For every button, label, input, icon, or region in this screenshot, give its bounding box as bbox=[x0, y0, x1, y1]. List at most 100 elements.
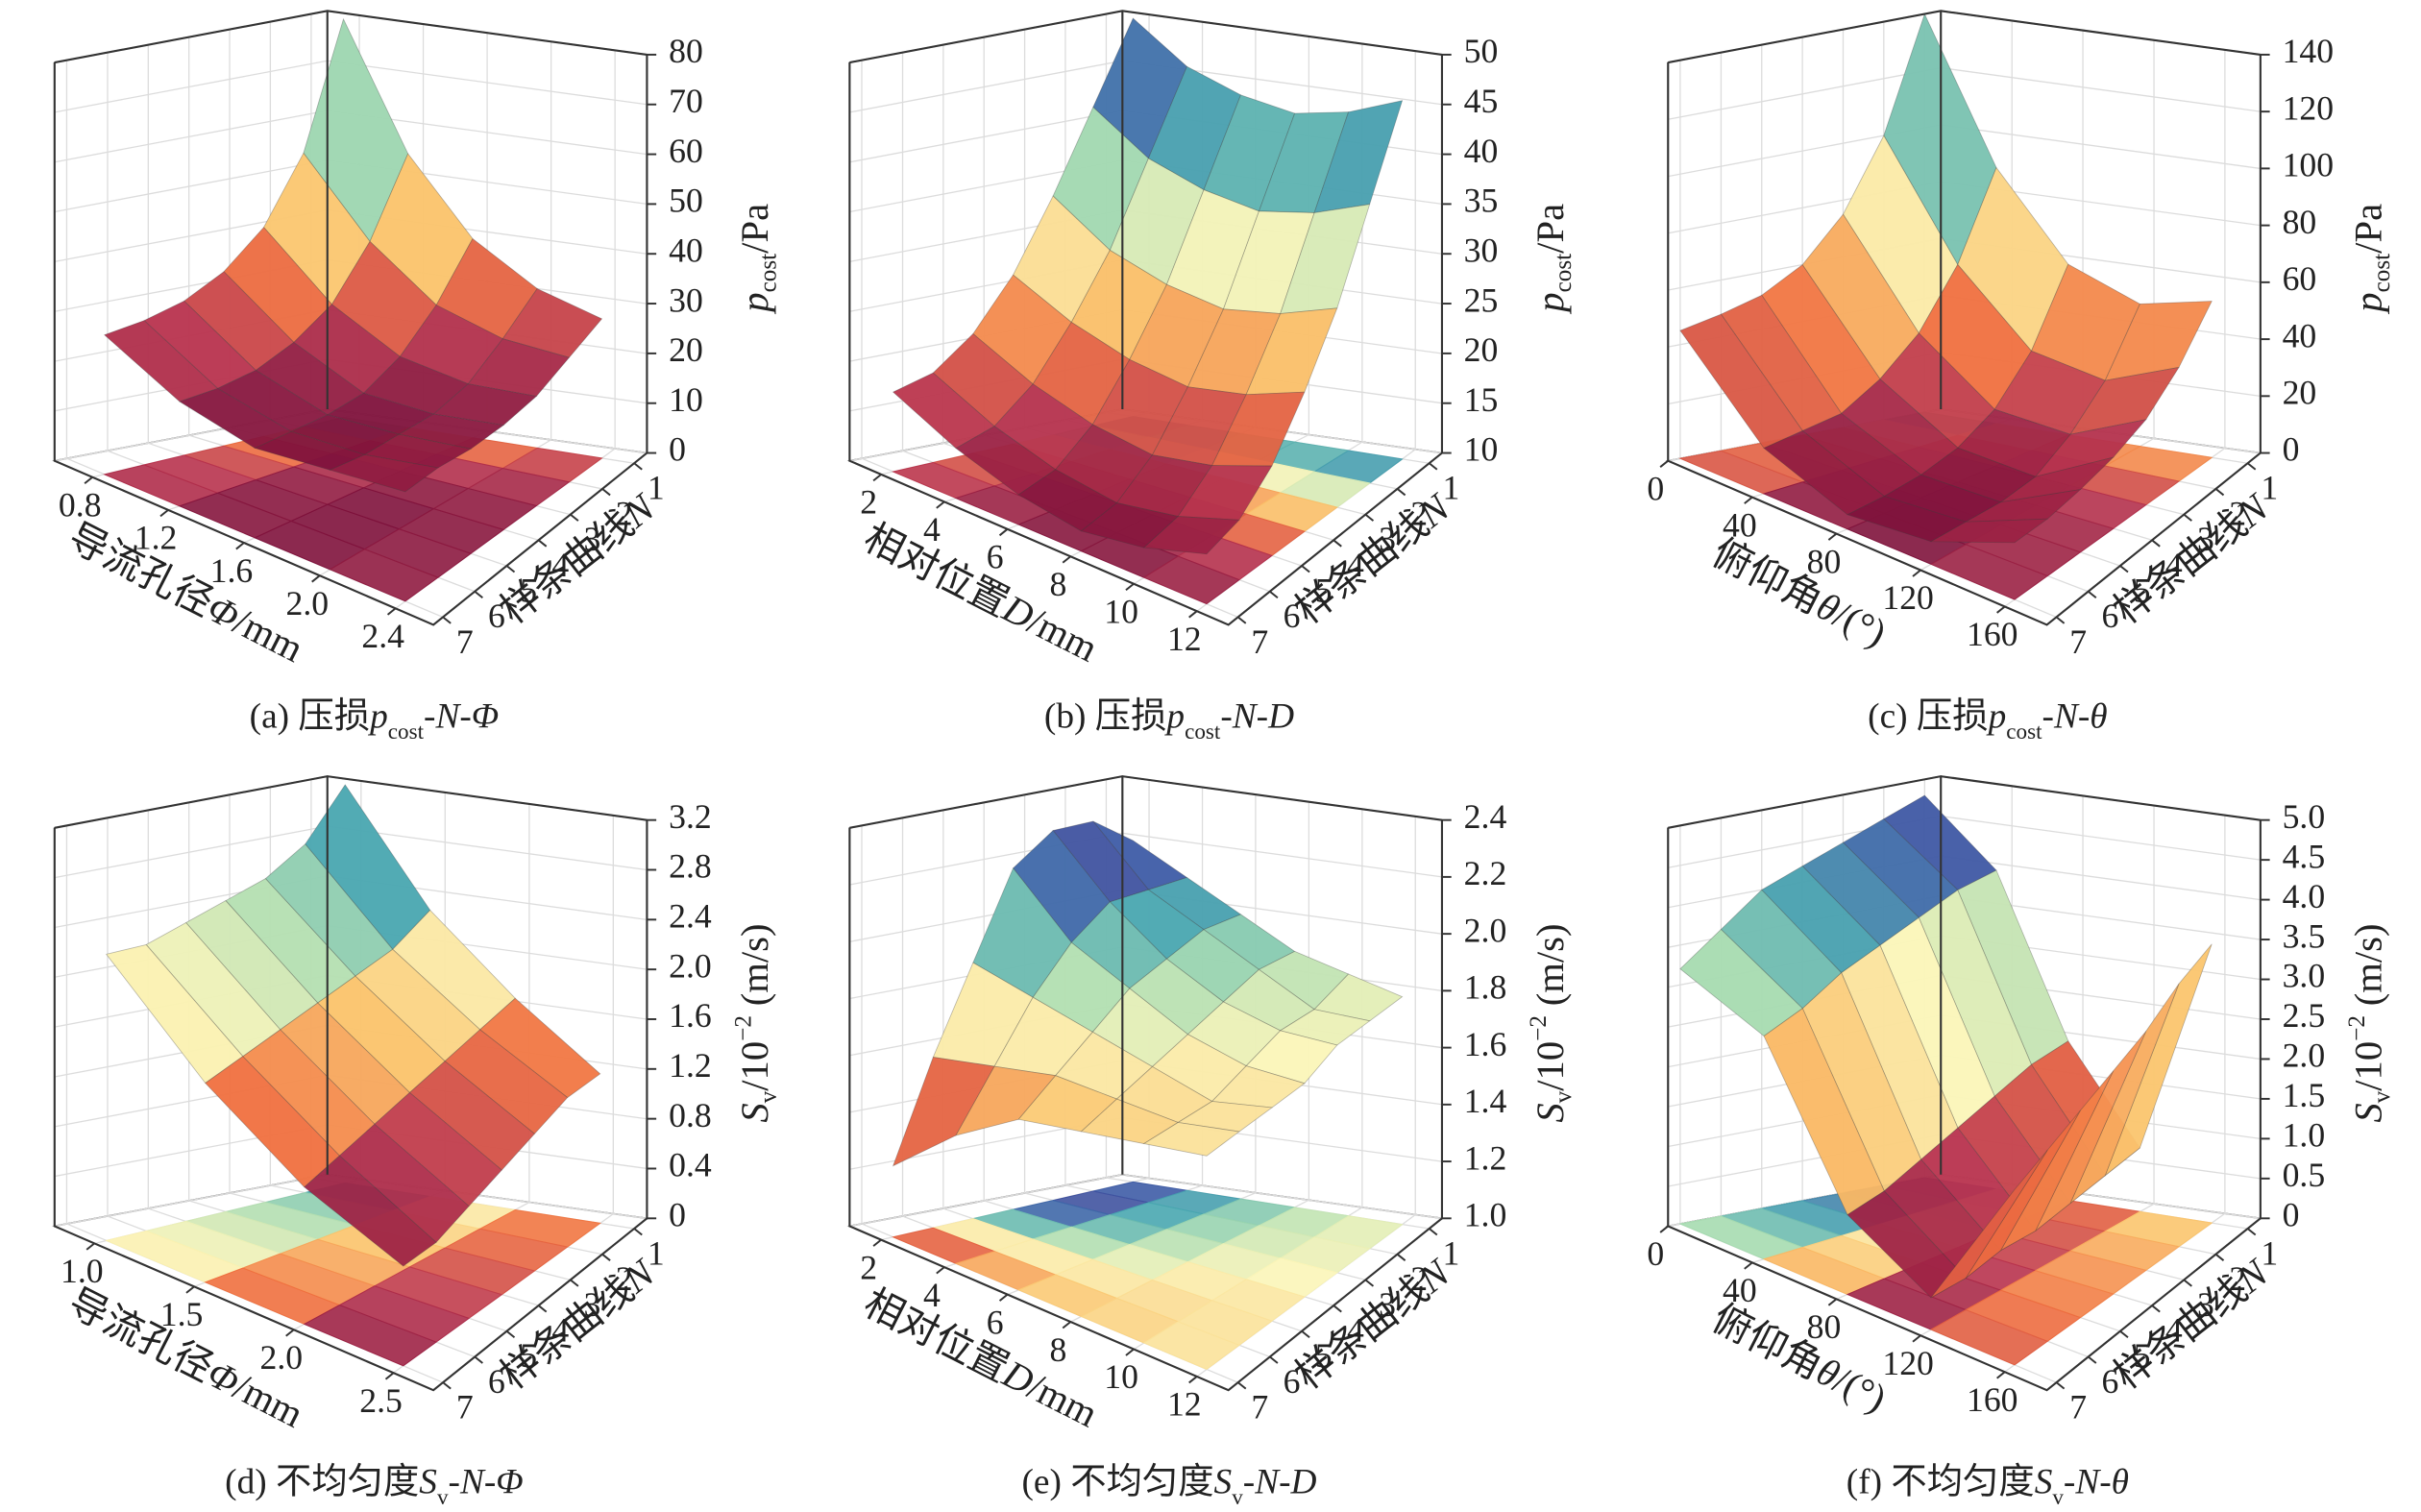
z-axis-label-part: −2 bbox=[730, 1015, 756, 1041]
caption-part: -N-Φ bbox=[424, 697, 499, 737]
z-tick-label: 20 bbox=[1464, 330, 1499, 369]
x-tick-label: 8 bbox=[1049, 565, 1066, 603]
z-tick-label: 1.8 bbox=[1464, 968, 1507, 1007]
n-tick bbox=[1333, 539, 1342, 548]
x-tick bbox=[1827, 532, 1838, 541]
z-tick-label: 30 bbox=[669, 280, 703, 319]
x-tick-label: 2.0 bbox=[260, 1338, 304, 1377]
n-tick bbox=[1269, 1355, 1279, 1364]
box-edge bbox=[848, 54, 1444, 626]
z-tick-label: 25 bbox=[1464, 280, 1499, 319]
n-tick bbox=[1333, 1305, 1342, 1313]
z-axis-label-part: /Pa bbox=[1528, 204, 1572, 254]
n-tick bbox=[1364, 513, 1375, 522]
n-tick bbox=[1396, 488, 1406, 497]
caption-part: (a) 压损 bbox=[250, 697, 370, 737]
z-tick-label: 1.0 bbox=[2283, 1116, 2326, 1155]
x-tick-label: 4 bbox=[923, 1276, 941, 1314]
x-tick-label: 80 bbox=[1807, 1307, 1842, 1346]
caption-part: v bbox=[2052, 1485, 2064, 1510]
z-axis-label-part: /10 bbox=[2347, 1041, 2390, 1091]
x-axis-label: 俯仰角θ/(°) bbox=[1705, 531, 1893, 655]
n-tick bbox=[442, 616, 452, 624]
n-tick bbox=[1301, 565, 1310, 573]
x-tick-label: 10 bbox=[1104, 592, 1138, 630]
n-tick-label: 7 bbox=[1251, 622, 1268, 661]
x-tick-label: 2 bbox=[860, 483, 877, 522]
z-tick-label: 50 bbox=[1464, 32, 1499, 70]
x-tick-label: 1.2 bbox=[134, 519, 178, 557]
z-tick-label: 4.5 bbox=[2283, 837, 2326, 875]
n-tick bbox=[2055, 616, 2066, 624]
n-tick bbox=[1396, 1253, 1406, 1261]
n-tick bbox=[1269, 590, 1279, 598]
n-tick-label: 7 bbox=[456, 622, 474, 661]
caption-part: S bbox=[419, 1462, 437, 1501]
x-tick bbox=[1062, 555, 1071, 564]
z-axis-label-part: cost bbox=[2369, 254, 2395, 293]
x-tick-label: 2.0 bbox=[286, 584, 330, 622]
z-tick-label: 60 bbox=[2283, 259, 2317, 298]
n-tick-label: 7 bbox=[1251, 1388, 1268, 1427]
z-axis-label-part: (m/s) bbox=[1528, 923, 1572, 1006]
x-tick-label: 12 bbox=[1167, 1385, 1202, 1424]
box-edge bbox=[53, 54, 648, 626]
caption-part: cost bbox=[1185, 719, 1221, 744]
surface-patch bbox=[1929, 518, 2049, 544]
z-tick-label: 0 bbox=[669, 1195, 686, 1233]
x-tick bbox=[936, 500, 945, 509]
surface-patch bbox=[1142, 516, 1240, 555]
x-tick bbox=[86, 1242, 95, 1251]
z-axis-label: pcost/Pa bbox=[1528, 204, 1577, 315]
caption: (b) 压损pcost-N-D bbox=[1044, 697, 1294, 744]
n-tick-label: 5 bbox=[520, 571, 537, 609]
n-tick bbox=[1364, 1279, 1375, 1287]
box-edge bbox=[1667, 54, 2262, 626]
n-tick-label: 7 bbox=[2069, 622, 2087, 661]
n-tick bbox=[2246, 1228, 2257, 1236]
n-tick bbox=[601, 488, 611, 497]
z-tick-label: 0.4 bbox=[669, 1146, 712, 1184]
n-tick-label: 3 bbox=[584, 520, 601, 558]
n-tick bbox=[601, 1253, 611, 1261]
z-tick-label: 40 bbox=[2283, 316, 2317, 354]
caption: (f) 不均匀度Sv-N-θ bbox=[1846, 1461, 2129, 1509]
floor-projection bbox=[1929, 1309, 2049, 1366]
n-tick-label: 5 bbox=[1315, 1336, 1333, 1375]
x-tick bbox=[1188, 1376, 1198, 1384]
z-tick-label: 3.2 bbox=[669, 797, 712, 836]
x-tick-label: 12 bbox=[1167, 620, 1202, 658]
n-tick bbox=[1237, 616, 1247, 624]
x-tick bbox=[872, 474, 882, 482]
x-tick-label: 8 bbox=[1049, 1330, 1066, 1369]
x-tick bbox=[185, 1285, 195, 1294]
z-tick-label: 35 bbox=[1464, 182, 1499, 220]
x-tick bbox=[1744, 496, 1753, 504]
x-tick bbox=[1827, 1298, 1838, 1306]
x-tick bbox=[1125, 582, 1135, 591]
x-tick bbox=[285, 1329, 295, 1337]
caption-part: -N-D bbox=[1243, 1462, 1317, 1501]
z-tick-label: 2.0 bbox=[669, 946, 712, 985]
caption: (c) 压损pcost-N-θ bbox=[1868, 697, 2107, 744]
x-tick bbox=[384, 1372, 395, 1380]
surface-panel: 00.51.01.52.02.53.03.54.04.55.0040801201… bbox=[1647, 775, 2395, 1510]
caption-part: p bbox=[1986, 697, 2007, 737]
caption-part: S bbox=[2035, 1462, 2053, 1501]
caption-part: v bbox=[437, 1485, 449, 1510]
caption-part: p bbox=[1163, 697, 1185, 737]
z-tick-label: 0.5 bbox=[2283, 1156, 2326, 1194]
z-tick-label: 2.5 bbox=[2283, 996, 2326, 1035]
n-tick-label: 2 bbox=[1410, 1259, 1428, 1298]
z-tick-label: 1.0 bbox=[1464, 1195, 1507, 1233]
caption-part: (f) 不均匀度 bbox=[1846, 1461, 2035, 1501]
z-axis-label-part: S bbox=[2347, 1103, 2390, 1122]
n-tick bbox=[474, 590, 483, 598]
z-tick-label: 3.0 bbox=[2283, 957, 2326, 995]
n-tick bbox=[570, 513, 579, 522]
n-tick-label: 3 bbox=[2197, 520, 2214, 558]
z-tick-label: 80 bbox=[669, 32, 703, 70]
n-tick bbox=[474, 1355, 483, 1364]
z-tick-label: 4.0 bbox=[2283, 877, 2326, 915]
x-tick bbox=[1912, 569, 1921, 577]
